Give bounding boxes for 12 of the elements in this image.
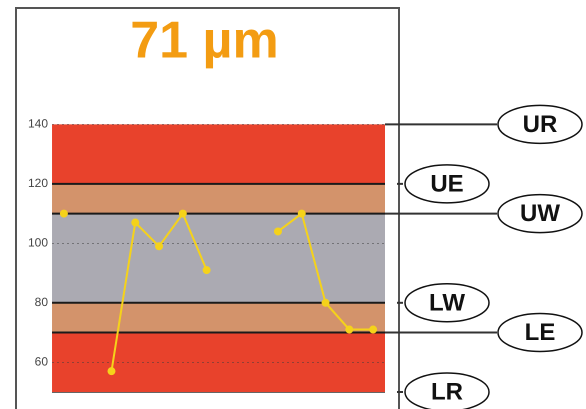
ref-line-label: LR <box>431 378 463 406</box>
ref-line-label: LW <box>429 289 466 316</box>
chart-title: 71 µm <box>130 12 279 70</box>
y-tick-label: 80 <box>34 295 48 310</box>
ref-line-label: UW <box>520 200 560 228</box>
y-tick-label: 140 <box>28 116 48 131</box>
y-tick-label: 120 <box>28 176 48 190</box>
y-tick-label: 100 <box>28 236 48 250</box>
ref-line-label: LE <box>524 319 556 346</box>
ref-line-label: UE <box>430 170 464 198</box>
y-tick-label: 60 <box>34 354 48 369</box>
ref-line-label: UR <box>522 111 558 138</box>
